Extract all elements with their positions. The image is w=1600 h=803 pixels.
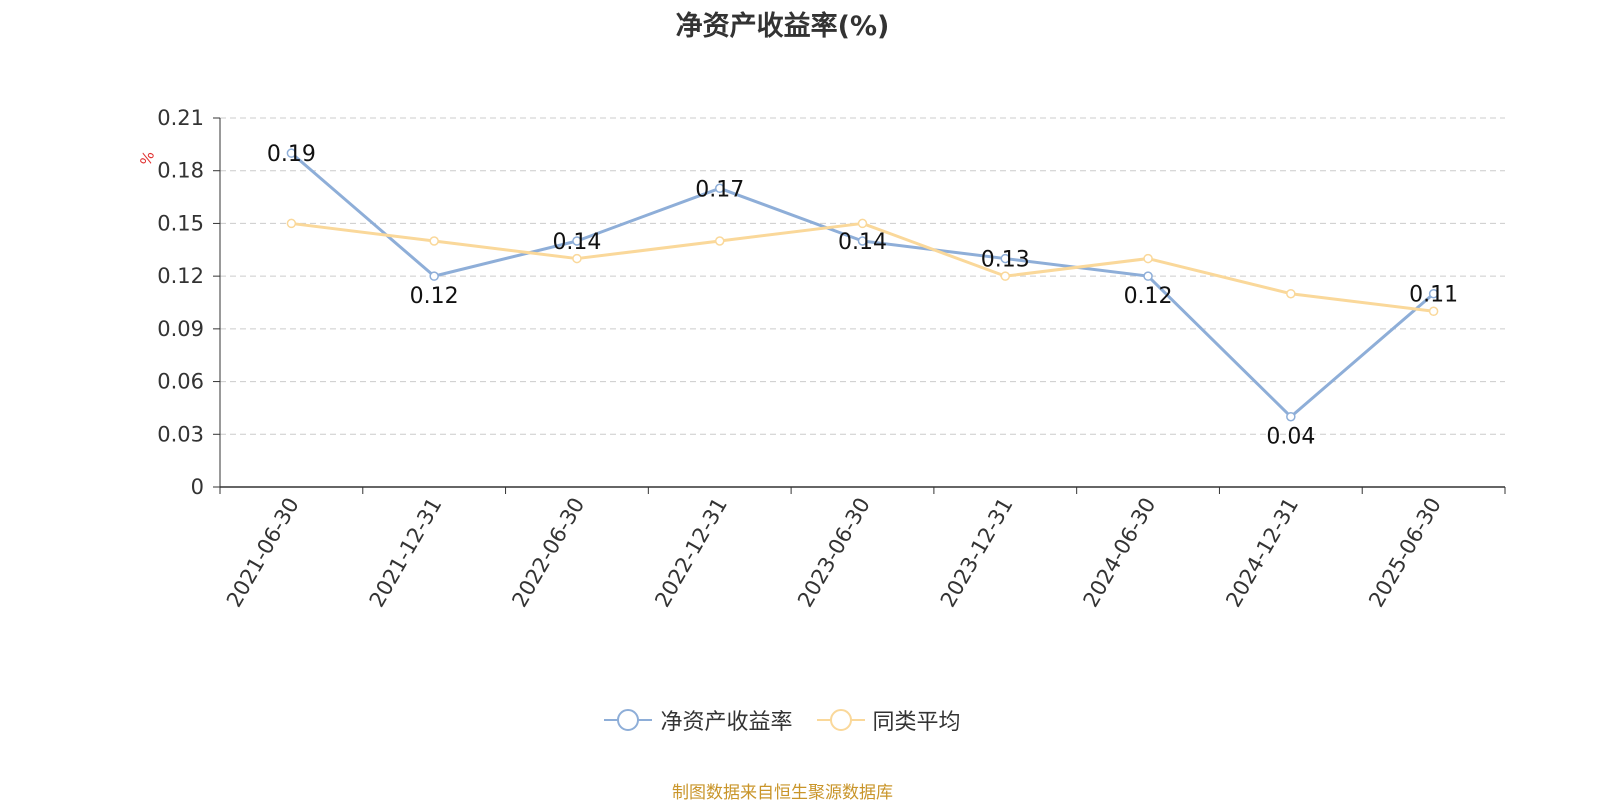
series-2-point xyxy=(429,236,439,246)
y-tick-label: 0.21 xyxy=(157,106,204,130)
y-tick-label: 0.03 xyxy=(157,422,204,446)
series-1-point xyxy=(286,148,297,158)
x-tick-label: 2022-06-30 xyxy=(507,494,589,612)
series-1-point xyxy=(429,271,439,281)
x-tick-label: 2022-12-31 xyxy=(650,494,732,612)
data-label: 0.11 xyxy=(1409,283,1458,308)
data-label: 0.12 xyxy=(1124,284,1173,309)
data-label: 0.12 xyxy=(410,284,459,309)
data-label: 0.14 xyxy=(838,230,887,255)
data-label: 0.17 xyxy=(695,177,744,202)
data-label: 0.14 xyxy=(552,230,601,255)
series-2-point xyxy=(857,218,868,229)
series-line-1 xyxy=(290,152,1435,419)
series-1-point xyxy=(572,236,582,246)
y-tick-label: 0 xyxy=(191,475,204,499)
x-tick-label: 2025-06-30 xyxy=(1364,494,1446,612)
series-1-point xyxy=(1143,271,1153,281)
y-tick-label: 0.18 xyxy=(157,159,204,183)
legend-label-peer-average: 同类平均 xyxy=(872,710,961,735)
x-tick-label: 2023-06-30 xyxy=(793,494,875,612)
series-2-point xyxy=(1428,306,1439,317)
x-tick-label: 2021-12-31 xyxy=(365,494,447,612)
series-2-point xyxy=(1286,288,1296,299)
series-1-point xyxy=(1428,288,1439,299)
y-unit-label: % xyxy=(136,149,158,169)
y-tick-label: 0.09 xyxy=(157,317,204,341)
series-1-point xyxy=(1000,253,1011,264)
series-2-point xyxy=(1143,253,1153,264)
line-chart: 0 0.03 0.06 0.09 0.12 0.15 0.18 0.21% 2021-06-30… xyxy=(136,106,1506,612)
x-tick-label: 2021-06-30 xyxy=(222,494,304,612)
legend-label-roe: 净资产收益率 xyxy=(660,710,793,735)
series-1-point xyxy=(1286,411,1296,422)
source-note: 制图数据来自恒生聚源数据库 xyxy=(672,783,893,803)
series-1-point xyxy=(857,236,868,246)
series-2-point xyxy=(714,236,725,246)
legend: 净资产收益率 同类平均 xyxy=(0,704,1565,736)
data-label: 0.19 xyxy=(267,142,316,167)
data-label: 0.13 xyxy=(981,248,1030,273)
series-1-point xyxy=(714,183,725,194)
x-tick-label: 2024-12-31 xyxy=(1221,494,1303,612)
legend-marker-roe-icon xyxy=(604,709,653,731)
legend-item-peer-average[interactable]: 同类平均 xyxy=(816,704,961,736)
x-tick-label: 2023-12-31 xyxy=(936,494,1018,612)
y-tick-label: 0.15 xyxy=(157,211,204,235)
series-2-point xyxy=(572,253,582,264)
legend-marker-peer-average-icon xyxy=(816,709,865,731)
y-tick-label: 0.12 xyxy=(157,264,204,288)
chart-title: 净资产收益率(%) xyxy=(675,11,890,42)
x-tick-label: 2024-06-30 xyxy=(1079,494,1161,612)
series-2-point xyxy=(286,218,297,229)
series-2-point xyxy=(1000,271,1011,281)
y-tick-label: 0.06 xyxy=(157,370,204,394)
data-label: 0.04 xyxy=(1266,425,1315,450)
legend-item-roe[interactable]: 净资产收益率 xyxy=(604,704,793,736)
